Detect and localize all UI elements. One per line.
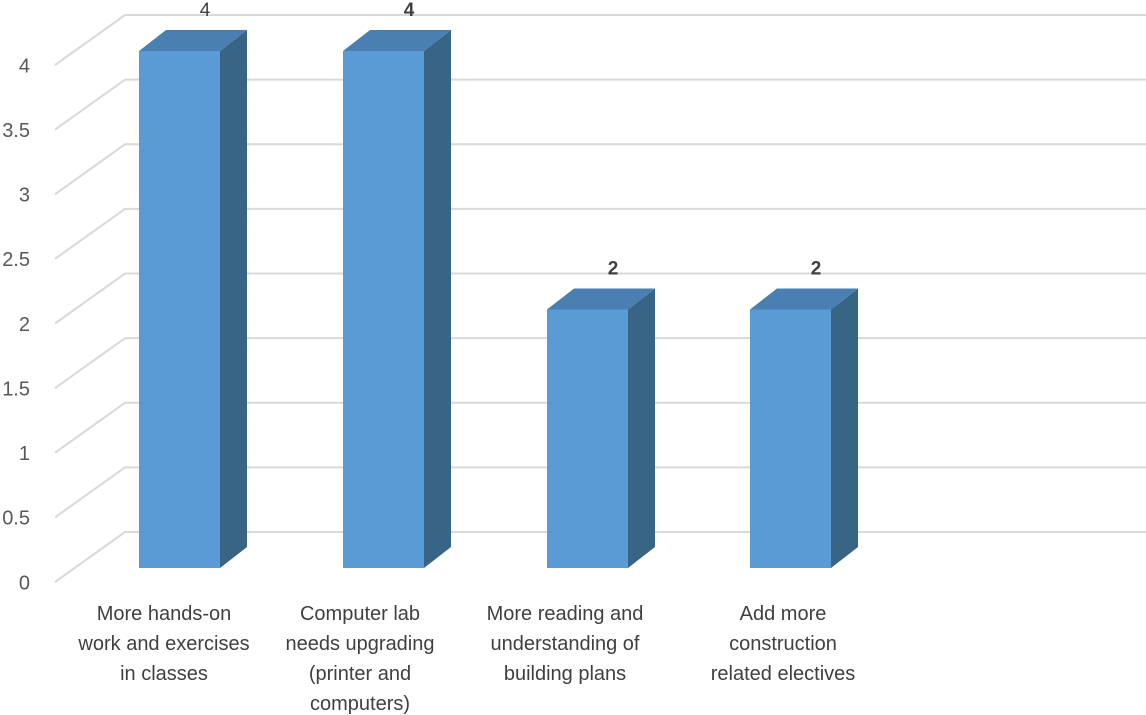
bar-top-face [139,30,247,51]
gridline [54,14,1146,66]
x-axis-category-labels: More hands-on work and exercises in classe… [77,603,855,715]
bar-front-face [750,309,831,568]
x-category-label: More reading and understanding of building… [487,603,644,685]
bar [547,288,655,568]
data-label: 2 [608,259,619,280]
y-axis-tick-labels: 0 0.5 1 1.5 2 2.5 3 3.5 4 [2,55,30,594]
bar-front-face [139,51,220,568]
data-label: 4 [404,0,415,21]
y-tick-label: 0 [19,572,30,594]
bar-side-face [424,30,451,568]
gridline [54,78,1146,131]
y-tick-label: 2 [19,314,30,336]
y-tick-label: 1 [19,443,30,465]
bar [139,30,247,568]
bar-front-face [547,309,628,568]
x-category-label: Add more construction related electives [711,603,856,685]
x-category-label: More hands-on work and exercises in classe… [77,603,249,685]
gridline [54,207,1146,260]
gridline [54,272,1146,325]
y-tick-label: 2.5 [2,249,30,271]
y-tick-label: 1.5 [2,378,30,400]
y-tick-label: 3.5 [2,120,30,142]
bar [343,30,451,568]
x-category-label: Computer lab needs upgrading (printer and c… [285,603,434,715]
gridlines [54,14,1146,583]
bar-front-face [343,51,424,568]
y-tick-label: 0.5 [2,508,30,530]
data-labels: 4 4 2 2 [200,0,822,280]
bar-side-face [831,288,858,568]
bar-side-face [220,30,247,568]
y-tick-label: 4 [19,55,30,77]
bar-top-face [547,288,655,310]
gridline [54,143,1146,196]
bar-top-face [343,30,451,51]
bars [139,30,858,568]
bar [750,288,858,568]
bar-top-face [750,288,858,310]
data-label: 2 [811,259,822,280]
bar-side-face [628,288,655,568]
data-label: 4 [200,0,211,21]
y-tick-label: 3 [19,185,30,207]
